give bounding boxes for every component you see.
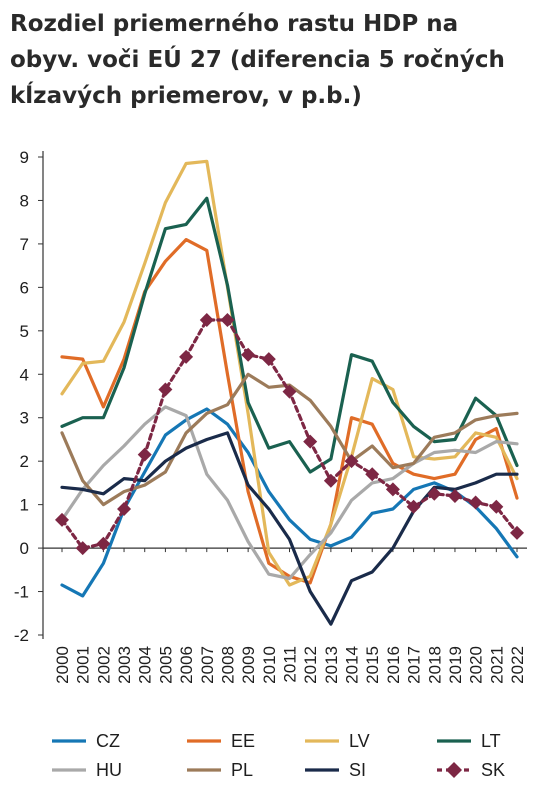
series-layer xyxy=(55,159,524,626)
x-tick-label: 2018 xyxy=(425,646,444,684)
data-point-sk xyxy=(241,347,256,362)
x-tick-label: 2009 xyxy=(239,646,258,684)
x-tick-label: 2017 xyxy=(405,646,424,684)
y-tick-label: 1 xyxy=(20,496,29,515)
x-tick-label: 2015 xyxy=(363,646,382,684)
legend: CZ EE LV LT HU PL SI SK xyxy=(52,731,505,780)
data-point-sk xyxy=(96,536,111,551)
data-point-sk xyxy=(406,499,421,514)
x-tick-label: 2008 xyxy=(218,646,237,684)
data-point-sk xyxy=(261,352,276,367)
legend-item-lt: LT xyxy=(437,731,501,751)
x-tick-label: 2007 xyxy=(198,646,217,684)
x-tick-label: 2022 xyxy=(508,646,527,684)
data-point-sk xyxy=(220,312,235,327)
data-point-sk xyxy=(447,488,462,503)
legend-label: LT xyxy=(481,731,501,751)
chart-title: Rozdiel priemerného rastu HDP na obyv. v… xyxy=(10,6,540,114)
y-tick-label: 4 xyxy=(20,365,29,384)
legend-item-hu: HU xyxy=(52,760,122,780)
x-tick-label: 2011 xyxy=(281,646,300,683)
legend-label: SK xyxy=(481,760,505,780)
series-line-hu xyxy=(60,405,519,581)
y-tick-label: 5 xyxy=(20,322,29,341)
legend-item-lv: LV xyxy=(305,731,370,751)
data-point-sk xyxy=(75,541,90,556)
y-tick-label: 0 xyxy=(20,539,29,558)
data-point-sk xyxy=(55,512,69,527)
data-point-sk xyxy=(199,312,214,327)
data-point-sk xyxy=(385,482,400,497)
data-point-sk xyxy=(303,434,318,449)
legend-marker xyxy=(446,762,462,778)
data-point-sk xyxy=(137,447,152,462)
title-line-1: Rozdiel priemerného rastu HDP na xyxy=(10,11,459,37)
x-tick-label: 2014 xyxy=(343,646,362,684)
x-tick-label: 2002 xyxy=(94,646,113,684)
x-tick-label: 2013 xyxy=(322,646,341,684)
data-point-sk xyxy=(365,467,380,482)
legend-item-cz: CZ xyxy=(52,731,120,751)
y-tick-label: 8 xyxy=(20,191,29,210)
data-point-sk xyxy=(510,525,524,540)
x-tick-label: 2005 xyxy=(156,646,175,684)
y-tick-label: -2 xyxy=(14,626,29,645)
legend-label: HU xyxy=(96,760,122,780)
x-tick-label: 2021 xyxy=(487,646,506,684)
x-tick-label: 2016 xyxy=(384,646,403,684)
x-tick-label: 2006 xyxy=(177,646,196,684)
data-point-sk xyxy=(323,473,338,488)
legend-item-sk: SK xyxy=(437,760,505,780)
x-tick-label: 2001 xyxy=(74,646,93,684)
data-point-sk xyxy=(489,499,504,514)
legend-item-si: SI xyxy=(305,760,366,780)
legend-label: PL xyxy=(231,760,253,780)
x-tick-label: 2012 xyxy=(301,646,320,684)
series-line-cz xyxy=(60,407,519,598)
data-point-sk xyxy=(282,384,297,399)
data-point-sk xyxy=(468,495,483,510)
x-tick-label: 2003 xyxy=(115,646,134,684)
y-tick-label: 3 xyxy=(20,409,29,428)
x-tick-label: 2004 xyxy=(136,646,155,684)
series-line-lt xyxy=(60,196,519,474)
data-point-sk xyxy=(158,382,173,397)
data-point-sk xyxy=(427,486,442,501)
y-tick-label: 2 xyxy=(20,452,29,471)
title-line-2: obyv. voči EÚ 27 (diferencia 5 ročných xyxy=(10,47,505,73)
legend-label: SI xyxy=(349,760,366,780)
legend-label: CZ xyxy=(96,731,120,751)
legend-item-ee: EE xyxy=(187,731,255,751)
y-tick-label: 9 xyxy=(20,148,29,167)
title-line-3: kĺzavých priemerov, v p.b.) xyxy=(10,83,362,109)
x-tick-label: 2020 xyxy=(467,646,486,684)
data-point-sk xyxy=(179,349,194,364)
data-point-sk xyxy=(344,454,359,469)
x-tick-label: 2019 xyxy=(446,646,465,684)
x-tick-label: 2010 xyxy=(260,646,279,684)
legend-label: LV xyxy=(349,731,370,751)
data-point-sk xyxy=(117,501,132,516)
series-line-si xyxy=(60,431,519,626)
legend-label: EE xyxy=(231,731,255,751)
series-line-lv xyxy=(60,159,519,587)
legend-item-pl: PL xyxy=(187,760,253,780)
y-tick-label: 7 xyxy=(20,235,29,254)
x-tick-label: 2000 xyxy=(53,646,72,684)
series-line-ee xyxy=(60,238,519,585)
y-tick-label: 6 xyxy=(20,278,29,297)
y-tick-label: -1 xyxy=(14,583,29,602)
